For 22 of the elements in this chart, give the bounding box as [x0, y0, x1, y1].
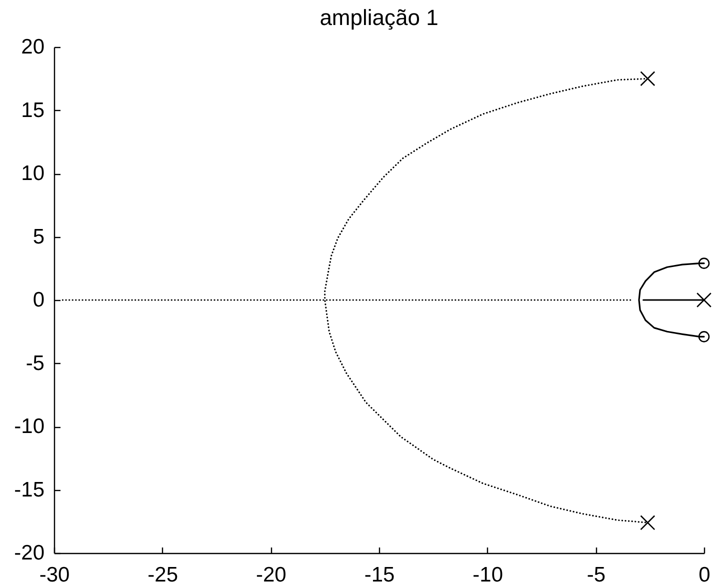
y-tick-label: -15 — [14, 478, 44, 502]
x-tick-label: 0 — [698, 564, 710, 586]
x-tick-label: -25 — [148, 564, 178, 586]
y-tick-label: -20 — [14, 542, 44, 564]
point — [696, 292, 712, 308]
point — [640, 71, 656, 86]
y-tick-label: 5 — [32, 225, 44, 248]
chart-title: ampliação 1 — [320, 5, 438, 30]
point — [698, 331, 710, 342]
y-tick-label: 15 — [21, 98, 44, 122]
y-tick-label: 10 — [21, 162, 44, 185]
y-tick-label: -5 — [26, 352, 44, 375]
x-tick-label: -30 — [39, 564, 70, 586]
y-tick-label: 20 — [21, 36, 44, 58]
x-tick-label: -15 — [364, 564, 395, 586]
point — [698, 258, 710, 269]
point — [640, 515, 656, 530]
x-tick-label: -10 — [472, 564, 504, 586]
y-tick-label: 0 — [32, 288, 44, 312]
x-tick-label: -5 — [586, 564, 606, 586]
x-tick-label: -20 — [256, 564, 286, 586]
y-tick-label: -10 — [14, 415, 44, 438]
